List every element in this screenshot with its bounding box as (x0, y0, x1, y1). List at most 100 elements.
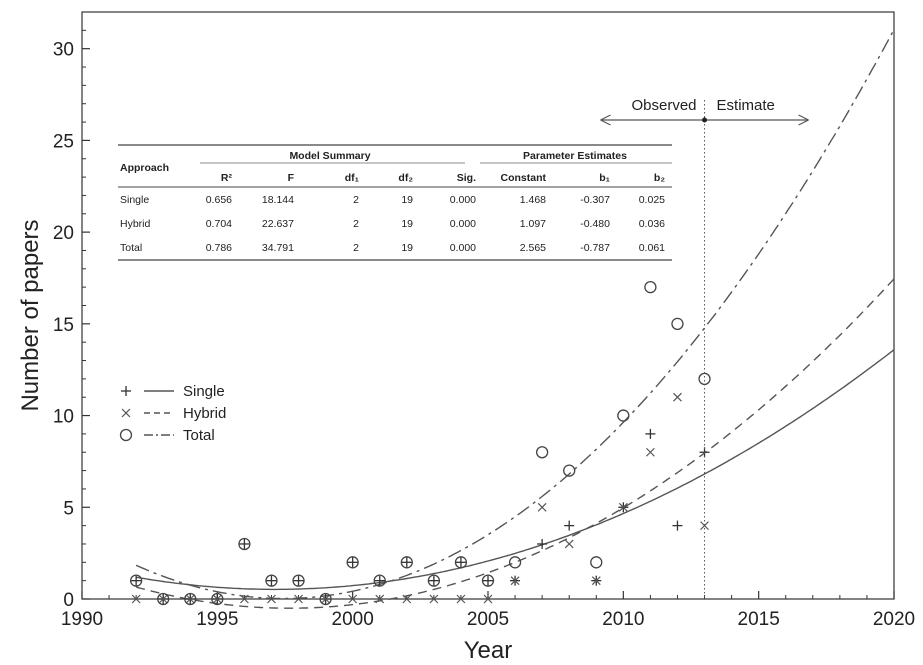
table-cell: -0.307 (580, 194, 610, 206)
table-row-label: Single (120, 194, 149, 206)
point-total (644, 281, 657, 294)
legend-label-hybrid: Hybrid (183, 405, 226, 422)
point-total (590, 556, 603, 569)
point-total (671, 317, 684, 330)
y-axis-label: Number of papers (17, 219, 44, 411)
table-group-header: Parameter Estimates (523, 150, 627, 162)
point-total (319, 592, 332, 606)
table-cell: 0.656 (206, 194, 232, 206)
point-total (129, 574, 143, 587)
y-tick-label: 10 (53, 407, 74, 428)
table-cell: 18.144 (262, 194, 294, 206)
table-column-header: b₁ (599, 172, 610, 184)
y-tick-label: 25 (53, 131, 74, 152)
table-row-label: Total (120, 242, 142, 254)
table-approach-header: Approach (120, 162, 169, 174)
fit-curve-total (135, 29, 895, 600)
point-total (346, 556, 359, 569)
point-single (564, 520, 575, 531)
point-hybrid (212, 594, 222, 604)
table-column-header: F (288, 172, 295, 184)
point-total (119, 428, 133, 442)
point-hybrid (591, 576, 601, 586)
point-hybrid (483, 594, 493, 604)
table-cell: 19 (401, 194, 413, 206)
point-single (293, 575, 304, 586)
annotation-dot (702, 117, 708, 123)
table-cell: 2 (353, 194, 359, 206)
table-cell: 1.097 (520, 218, 546, 230)
fit-curves (135, 29, 895, 609)
point-hybrid (131, 594, 141, 604)
x-tick-label: 1990 (61, 609, 103, 630)
table-column-header: b₂ (654, 172, 665, 184)
x-tick-label: 2020 (873, 609, 915, 630)
annotation-group: Observed Estimate (600, 97, 809, 599)
annotation-estimate: Estimate (717, 97, 775, 114)
point-hybrid (645, 447, 655, 457)
table-cell: 2.565 (520, 242, 546, 254)
fit-curve-hybrid (135, 278, 895, 609)
point-hybrid (294, 594, 303, 604)
table-row-label: Hybrid (120, 218, 151, 230)
point-single (374, 575, 385, 586)
point-total (373, 574, 386, 587)
table-group-header: Model Summary (289, 150, 370, 162)
point-single (347, 557, 358, 568)
y-tick-label: 15 (53, 315, 74, 336)
point-total (157, 592, 170, 606)
point-hybrid (510, 576, 520, 586)
table-cell: 19 (401, 218, 413, 230)
point-total (238, 537, 251, 551)
point-single (428, 575, 439, 586)
point-hybrid (321, 594, 331, 604)
table-cell: 0.786 (206, 242, 232, 254)
point-total (698, 372, 711, 386)
x-tick-label: 2005 (467, 609, 509, 630)
point-total (508, 556, 522, 569)
point-total (535, 446, 549, 459)
point-single (672, 520, 683, 531)
point-single (401, 557, 412, 568)
table-cell: 34.791 (262, 242, 294, 254)
point-hybrid (348, 594, 358, 604)
point-single (645, 428, 656, 439)
legend-label-single: Single (183, 383, 225, 400)
point-hybrid (429, 594, 439, 604)
table-cell: 19 (401, 242, 413, 254)
point-total (454, 556, 468, 569)
arrow-right-head (798, 114, 809, 126)
point-total (184, 592, 197, 606)
point-single (455, 557, 466, 568)
point-hybrid (456, 594, 466, 604)
point-hybrid (239, 594, 249, 604)
point-hybrid (537, 502, 547, 512)
y-tick-label: 5 (63, 498, 74, 519)
legend: Single Hybrid Total (119, 383, 226, 444)
point-single (121, 386, 131, 396)
point-hybrid (564, 539, 574, 549)
table-column-header: R² (221, 172, 233, 184)
table-column-header: Constant (501, 172, 547, 184)
y-tick-label: 20 (53, 223, 74, 244)
point-hybrid (121, 408, 131, 418)
point-total (427, 574, 441, 587)
point-total (563, 464, 576, 477)
x-tick-label: 2015 (738, 609, 780, 630)
annotation-observed: Observed (631, 97, 696, 114)
point-total (617, 409, 630, 422)
point-total (292, 574, 305, 587)
point-hybrid (618, 502, 628, 512)
point-hybrid (267, 594, 276, 604)
table-column-header: df₂ (398, 172, 413, 184)
x-tick-label: 2010 (602, 609, 644, 630)
table-cell: 0.704 (206, 218, 232, 230)
point-single (239, 538, 250, 549)
table-cell: 0.061 (639, 242, 665, 254)
point-hybrid (158, 594, 168, 604)
table-cell: 0.000 (450, 218, 476, 230)
table-cell: 22.637 (262, 218, 294, 230)
point-total (211, 592, 224, 606)
table-cell: 2 (353, 242, 359, 254)
